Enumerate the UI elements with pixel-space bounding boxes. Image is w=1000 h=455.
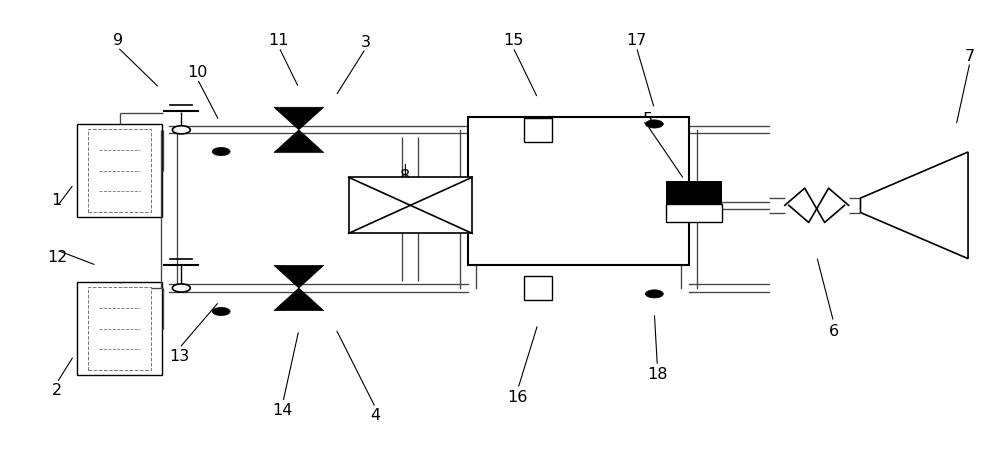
Bar	[666, 182, 722, 204]
Text: 17: 17	[626, 33, 647, 48]
Circle shape	[680, 194, 698, 202]
Polygon shape	[274, 108, 324, 131]
Circle shape	[212, 308, 230, 316]
Bar	[468, 118, 689, 266]
Polygon shape	[860, 153, 968, 259]
Text: 7: 7	[965, 49, 975, 64]
Text: 6: 6	[829, 324, 839, 339]
Bar	[524, 277, 552, 300]
Text: 12: 12	[48, 249, 68, 264]
Text: 10: 10	[187, 65, 207, 80]
Text: 5: 5	[642, 112, 652, 127]
Circle shape	[172, 284, 190, 293]
Bar	[88, 130, 151, 212]
Circle shape	[645, 290, 663, 298]
Text: 8: 8	[400, 168, 411, 183]
Text: 4: 4	[370, 407, 381, 422]
Bar	[666, 204, 722, 223]
Circle shape	[645, 121, 663, 129]
Text: 15: 15	[503, 33, 523, 48]
Circle shape	[212, 148, 230, 156]
Text: 3: 3	[361, 35, 371, 50]
Text: 2: 2	[52, 382, 62, 397]
Bar	[77, 283, 162, 375]
Bar	[88, 288, 151, 370]
Polygon shape	[274, 288, 324, 311]
Text: 11: 11	[269, 33, 289, 48]
Text: 16: 16	[508, 389, 528, 404]
Bar	[524, 119, 552, 142]
Text: 18: 18	[647, 367, 668, 381]
Polygon shape	[274, 266, 324, 288]
Text: 14: 14	[273, 403, 293, 418]
Text: 1: 1	[52, 193, 62, 208]
Bar	[349, 178, 472, 234]
Polygon shape	[274, 131, 324, 153]
Text: 13: 13	[169, 349, 189, 364]
Circle shape	[172, 126, 190, 135]
Text: 9: 9	[113, 33, 123, 48]
Bar	[77, 125, 162, 217]
